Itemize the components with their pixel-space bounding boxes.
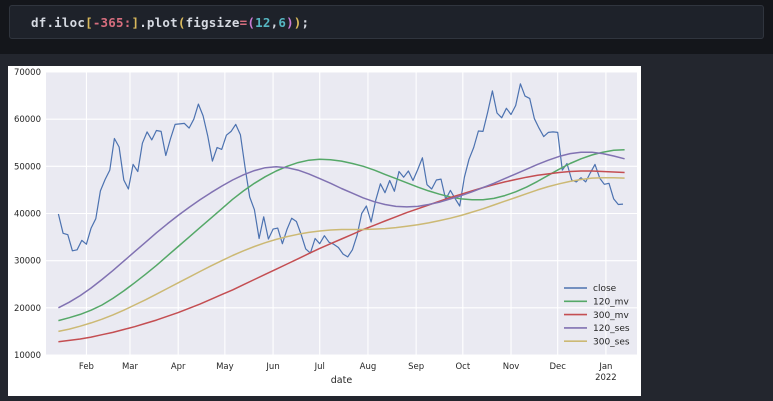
svg-text:20000: 20000 bbox=[14, 304, 41, 314]
code-token: .plot bbox=[139, 14, 178, 30]
code-token: ] bbox=[131, 14, 140, 30]
legend-label-120_mv: 120_mv bbox=[593, 298, 629, 308]
legend: close 120_mv 300_mv 120_ses 300_ses bbox=[564, 284, 630, 347]
svg-text:Jun: Jun bbox=[265, 362, 279, 372]
series-line-120_ses bbox=[58, 151, 625, 309]
figure-svg: 10000 20000 30000 40000 50000 60000 70000 Feb Ma… bbox=[14, 68, 637, 386]
code-token: ( bbox=[247, 14, 256, 30]
plot-figure: 10000 20000 30000 40000 50000 60000 70000 Feb Ma… bbox=[8, 66, 641, 396]
svg-text:Dec: Dec bbox=[549, 362, 566, 372]
svg-text:Jan: Jan bbox=[598, 362, 612, 372]
svg-text:Aug: Aug bbox=[360, 362, 377, 372]
code-input[interactable]: df.iloc[-365:].plot(figsize=(12,6)); bbox=[10, 15, 309, 30]
svg-text:40000: 40000 bbox=[14, 210, 41, 220]
series-line-300_mv bbox=[58, 170, 625, 343]
legend-label-close: close bbox=[593, 284, 617, 294]
code-token: figsize bbox=[185, 14, 240, 30]
legend-label-300_ses: 300_ses bbox=[593, 337, 630, 347]
code-token: -365 bbox=[92, 14, 124, 30]
cell-output-area: 10000 20000 30000 40000 50000 60000 70000 Feb Ma… bbox=[0, 54, 773, 401]
svg-text:30000: 30000 bbox=[14, 257, 41, 267]
code-token: ) bbox=[293, 14, 302, 30]
code-token: df.iloc bbox=[31, 14, 86, 30]
code-cell[interactable]: df.iloc[-365:].plot(figsize=(12,6)); bbox=[9, 5, 764, 39]
svg-text:Jul: Jul bbox=[314, 362, 325, 372]
code-token: ( bbox=[177, 14, 186, 30]
svg-text:2022: 2022 bbox=[595, 373, 617, 383]
code-token: ; bbox=[301, 14, 310, 30]
code-token: [ bbox=[85, 14, 93, 30]
legend-label-300_mv: 300_mv bbox=[593, 311, 629, 321]
series-line-close bbox=[57, 83, 624, 258]
code-token: 12 bbox=[255, 14, 271, 30]
svg-text:May: May bbox=[216, 362, 234, 372]
code-token: ) bbox=[286, 14, 294, 30]
svg-text:Nov: Nov bbox=[503, 362, 520, 372]
code-token: : bbox=[123, 14, 132, 30]
svg-text:Apr: Apr bbox=[171, 362, 186, 372]
svg-text:10000: 10000 bbox=[14, 351, 41, 361]
svg-text:Oct: Oct bbox=[455, 362, 470, 372]
code-token: , bbox=[270, 14, 279, 30]
svg-text:Mar: Mar bbox=[122, 362, 139, 372]
series-line-120_mv bbox=[58, 149, 625, 322]
code-token: = bbox=[239, 14, 248, 30]
code-token: 6 bbox=[278, 14, 287, 30]
svg-text:Feb: Feb bbox=[79, 362, 94, 372]
svg-text:70000: 70000 bbox=[14, 68, 41, 78]
series-line-300_ses bbox=[58, 176, 625, 333]
legend-label-120_ses: 120_ses bbox=[593, 324, 630, 334]
gridlines bbox=[46, 71, 637, 356]
svg-text:Sep: Sep bbox=[408, 362, 424, 372]
y-tick-labels: 10000 20000 30000 40000 50000 60000 70000 bbox=[14, 68, 41, 361]
svg-text:50000: 50000 bbox=[14, 162, 41, 172]
svg-text:60000: 60000 bbox=[14, 115, 41, 125]
x-axis-label: date bbox=[331, 375, 353, 386]
